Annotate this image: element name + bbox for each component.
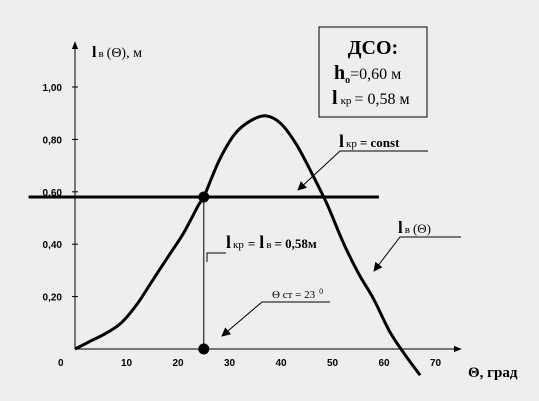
x-tick-label: 70 (430, 358, 442, 369)
annotation-curve-label: l в (Θ) (398, 218, 431, 237)
intersection-point (198, 191, 210, 203)
x-tick-label: 60 (378, 358, 390, 369)
box-h0-sym: h (334, 62, 345, 84)
box-lkr-line: l кр = 0,58 м (332, 87, 410, 109)
annotation-curve-sub: в (405, 224, 410, 236)
legend-box (318, 26, 428, 118)
box-lkr-sym: l (332, 87, 338, 109)
annotation-theta-st-text: Θ ст = 23 (272, 289, 316, 301)
y-tick-label: 0,20 (43, 293, 63, 304)
y-tick-marks (72, 86, 78, 298)
annotation-curve-rest: (Θ) (413, 221, 431, 236)
y-tick-labels: 0,20 0,40 0,60 0,80 1,00 (43, 83, 63, 304)
x-tick-label: 50 (327, 358, 339, 369)
annotation-equality-sym2: l (259, 232, 264, 252)
x-tick-label: 40 (275, 358, 287, 369)
box-lkr-value: = 0,58 м (354, 91, 409, 108)
box-h0-sub: o (345, 75, 350, 86)
annotation-theta-st: Θ ст = 23 0 (272, 287, 323, 301)
leader-theta (221, 301, 330, 337)
annotation-equality-sub2: в (266, 239, 271, 251)
box-h0-line: ho=0,60 м (334, 62, 401, 86)
annotation-equality-sub1: кр (233, 239, 244, 251)
y-tick-label: 0,80 (43, 135, 63, 146)
x-tick-label: 20 (172, 358, 184, 369)
annotation-lkr-const-sub: кр (346, 138, 357, 150)
box-heading: ДСО: (348, 37, 398, 59)
leader-equal (206, 252, 226, 262)
annotation-equality-sym1: l (226, 232, 231, 252)
annotation-lkr-const-sym: l (339, 131, 344, 151)
y-tick-label: 1,00 (43, 83, 63, 94)
annotation-equality: l кр = l в = 0,58м (226, 232, 317, 252)
origin-label: 0 (58, 358, 64, 369)
annotation-lkr-const-rest: = const (360, 135, 400, 150)
annotation-equality-eq: = (248, 236, 255, 251)
annotation-equality-rest: = 0,58м (275, 236, 317, 251)
leader-const (297, 150, 428, 191)
theta-point (198, 343, 210, 355)
annotation-lkr-const: l кр = const (339, 131, 400, 151)
annotation-curve-sym: l (398, 218, 403, 237)
y-axis-label-sym: l (92, 44, 97, 61)
x-tick-labels: 10 20 30 40 50 60 70 (121, 358, 442, 369)
box-lkr-sub: кр (341, 95, 352, 107)
x-axis-label: Θ, град (468, 365, 518, 381)
y-tick-label: 0,60 (43, 188, 63, 199)
x-tick-label: 10 (121, 358, 133, 369)
y-axis-label-sub: в (98, 48, 103, 60)
box-h0-value: =0,60 м (350, 66, 401, 83)
leader-curve (373, 236, 461, 272)
y-axis-label: l в (Θ), м (92, 44, 142, 61)
series-line-lv (74, 114, 422, 377)
annotation-theta-st-sup: 0 (319, 287, 323, 296)
y-tick-label: 0,40 (43, 240, 63, 251)
y-axis-label-rest: (Θ), м (107, 46, 142, 61)
x-tick-label: 30 (224, 358, 236, 369)
